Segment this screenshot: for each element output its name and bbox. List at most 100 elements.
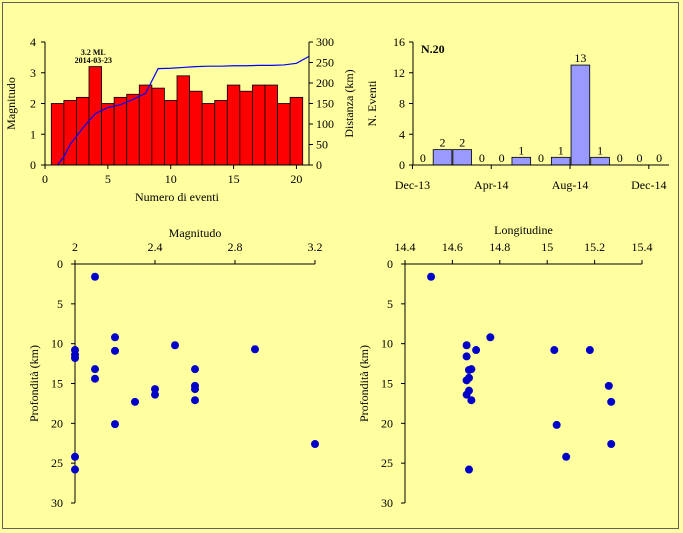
y-tick-label: 2 <box>30 97 36 111</box>
y-tick-label: 15 <box>51 377 63 391</box>
bar-value-label: 0 <box>499 151 505 165</box>
y2-tick-label: 250 <box>316 56 334 70</box>
magnitude-bar <box>239 90 253 166</box>
scatter-point <box>462 390 471 399</box>
monthly-bar <box>570 64 591 166</box>
y-tick-label: 8 <box>399 97 405 111</box>
scatter-point <box>191 396 199 405</box>
scatter-point <box>467 365 476 374</box>
monthly-bar <box>550 156 571 166</box>
bar-value-label: 1 <box>597 143 603 157</box>
scatter-point <box>91 374 99 383</box>
bar-value-label: 1 <box>518 143 524 157</box>
x-tick-label: 15.2 <box>584 240 605 254</box>
y-tick-label: 10 <box>51 337 63 351</box>
max-magnitude-date: 2014-03-23 <box>75 56 112 65</box>
scatter-point <box>467 396 476 405</box>
y2-tick-label: 300 <box>316 35 334 49</box>
y2-axis-label: Distanza (km) <box>342 69 356 137</box>
magnitude-bar <box>164 100 178 166</box>
y2-tick-label: 50 <box>316 138 328 152</box>
scatter-point <box>562 452 571 461</box>
scatter-point <box>462 352 471 361</box>
magnitude-bar <box>151 87 165 166</box>
magnitude-bar <box>226 84 241 166</box>
magnitude-bar <box>214 100 228 166</box>
scatter-point <box>585 346 594 355</box>
scatter-point <box>71 354 79 363</box>
magnitude-bar <box>76 96 90 166</box>
magnitude-bar <box>201 103 216 166</box>
y-tick-label: 25 <box>51 456 63 470</box>
bar-value-label: 0 <box>656 151 662 165</box>
scatter-point <box>111 420 119 429</box>
magnitude-bar <box>252 84 266 166</box>
x-axis-label: Longitudine <box>494 223 553 237</box>
y-tick-label: 1 <box>30 127 36 141</box>
scatter-point <box>464 465 473 474</box>
magnitude-bar <box>138 84 153 166</box>
scatter-point <box>486 333 495 342</box>
bar-value-label: 13 <box>574 51 586 65</box>
scatter-point <box>171 341 179 350</box>
bar-value-label: 2 <box>459 136 465 150</box>
bar-value-label: 0 <box>538 151 544 165</box>
y-tick-label: 12 <box>393 66 405 80</box>
scatter-point <box>550 346 559 355</box>
y-axis-label: Profondità (km) <box>357 345 371 422</box>
scatter-point <box>111 333 119 342</box>
scatter-point <box>427 272 436 281</box>
x-axis-label: Numero di eventi <box>135 190 220 204</box>
scatter-point <box>604 381 613 390</box>
bar-value-label: 0 <box>420 151 426 165</box>
scatter-point <box>91 365 99 374</box>
monthly-bar <box>511 156 532 166</box>
scatter-point <box>311 440 319 449</box>
y2-tick-label: 150 <box>316 97 334 111</box>
x-tick-label: Aug-14 <box>552 178 589 192</box>
scatter-point <box>472 346 481 355</box>
x-tick-label: 15 <box>228 172 240 186</box>
scatter-point <box>251 345 259 354</box>
x-tick-label: 3.2 <box>308 240 323 254</box>
magnitude-bar <box>50 103 65 166</box>
y-tick-label: 5 <box>57 297 63 311</box>
scatter-point <box>552 420 561 429</box>
y2-tick-label: 200 <box>316 76 334 90</box>
bar-value-label: 2 <box>440 136 446 150</box>
y-axis-label: N. Eventi <box>365 80 379 127</box>
scatter-point <box>464 373 473 382</box>
x-tick-label: 2 <box>72 240 78 254</box>
y-tick-label: 5 <box>387 297 393 311</box>
magnitude-bar <box>289 96 304 166</box>
y-tick-label: 0 <box>399 158 405 172</box>
monthly-bar <box>590 156 610 166</box>
y-tick-label: 25 <box>381 456 393 470</box>
magnitude-bar <box>113 96 128 166</box>
magnitude-bar <box>63 100 77 166</box>
bar-value-label: 0 <box>617 151 623 165</box>
y-tick-label: 4 <box>30 35 36 49</box>
scatter-point <box>607 397 616 406</box>
scatter-point <box>151 385 159 394</box>
scatter-point <box>151 390 159 399</box>
x-tick-label: 10 <box>165 172 177 186</box>
x-tick-label: 20 <box>290 172 302 186</box>
y-tick-label: 15 <box>381 377 393 391</box>
x-tick-label: 15 <box>541 240 553 254</box>
y-axis-label: Profondità (km) <box>27 345 41 422</box>
x-tick-label: 14.4 <box>395 240 416 254</box>
x-axis-label: Magnitudo <box>169 226 222 240</box>
y-tick-label: 0 <box>30 158 36 172</box>
magnitude-bar <box>88 66 102 166</box>
x-tick-label: 14.8 <box>489 240 510 254</box>
y-tick-label: 20 <box>381 416 393 430</box>
y-axis-label: Magnitudo <box>4 77 18 130</box>
y2-tick-label: 100 <box>316 117 334 131</box>
x-tick-label: 0 <box>42 172 48 186</box>
x-tick-label: 5 <box>105 172 111 186</box>
scatter-point <box>71 452 79 461</box>
y-tick-label: 0 <box>387 257 393 271</box>
